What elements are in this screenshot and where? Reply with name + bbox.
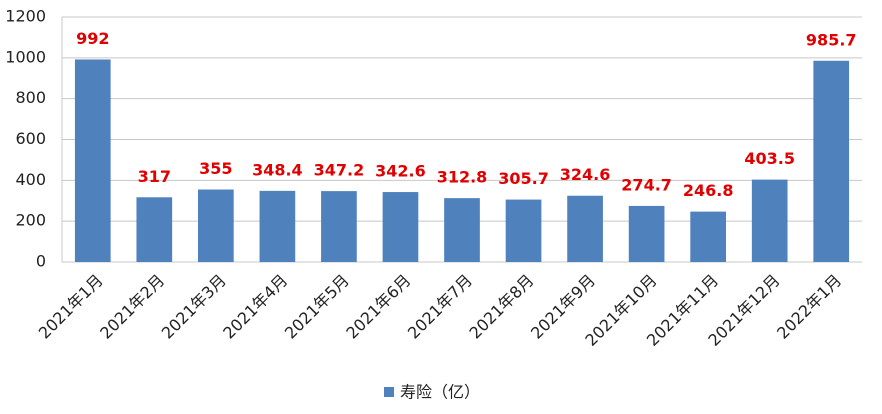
x-tick-label: 2021年3月: [158, 271, 230, 343]
bar: [74, 59, 111, 262]
y-tick-label: 600: [15, 129, 46, 148]
value-label: 246.8: [683, 181, 734, 200]
x-tick-label: 2021年5月: [281, 271, 353, 343]
y-tick-label: 1200: [5, 7, 46, 26]
value-label: 342.6: [375, 162, 426, 181]
value-label: 403.5: [744, 149, 795, 168]
value-label: 324.6: [560, 165, 611, 184]
x-tick-label: 2021年7月: [404, 271, 476, 343]
value-label: 312.8: [437, 168, 488, 187]
x-tick-label: 2021年8月: [465, 271, 537, 343]
bar: [136, 197, 173, 262]
value-label: 348.4: [252, 160, 303, 179]
value-label: 317: [138, 167, 171, 186]
bar: [259, 190, 296, 262]
bar: [628, 205, 665, 262]
x-tick-label: 2021年6月: [342, 271, 414, 343]
bar: [444, 198, 480, 262]
y-tick-label: 200: [15, 211, 46, 230]
x-tick-label: 2021年2月: [96, 271, 168, 343]
x-tick-label: 2021年1月: [35, 271, 107, 343]
value-label: 985.7: [806, 30, 857, 49]
bar: [198, 189, 234, 262]
bar: [382, 192, 419, 262]
y-tick-label: 1000: [5, 47, 46, 66]
y-tick-label: 800: [15, 88, 46, 107]
x-tick-label: 2021年4月: [219, 271, 291, 343]
value-label: 992: [76, 29, 109, 48]
legend-label: 寿险（亿）: [400, 383, 480, 402]
legend-swatch: [384, 387, 394, 397]
value-label: 274.7: [621, 175, 672, 194]
y-tick-label: 400: [15, 170, 46, 189]
y-tick-label: 0: [36, 252, 46, 271]
bar: [567, 195, 603, 262]
value-label: 305.7: [498, 169, 549, 188]
bar: [751, 179, 788, 262]
bar: [690, 211, 726, 262]
value-label: 355: [199, 159, 232, 178]
value-label: 347.2: [314, 161, 365, 180]
bar: [813, 60, 850, 263]
bar: [321, 191, 357, 262]
x-tick-label: 2022年1月: [773, 271, 845, 343]
bar: [505, 199, 542, 262]
